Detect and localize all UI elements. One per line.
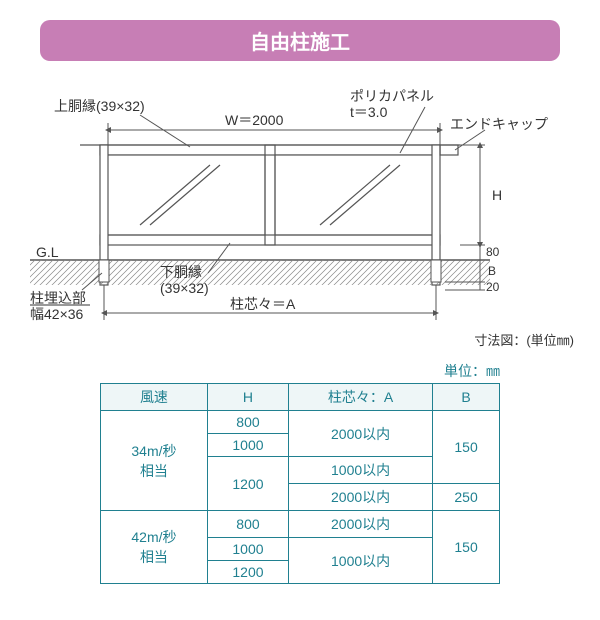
cell-b: 150 <box>433 411 500 484</box>
spec-table-wrap: 単位：㎜ 風速H柱芯々：AB 34m/秒 相当8002000以内15010001… <box>100 361 500 584</box>
table-header: 風速 <box>101 384 208 411</box>
spec-table: 風速H柱芯々：AB 34m/秒 相当8002000以内1501000120010… <box>100 383 500 584</box>
cell-a: 2000以内 <box>289 484 433 511</box>
diagram-caption: 寸法図：(単位㎜) <box>474 330 574 349</box>
cell-b: 150 <box>433 511 500 584</box>
cell-h: 800 <box>207 511 288 538</box>
cell-h: 1000 <box>207 538 288 561</box>
lbl-bottom-rail-dim: (39×32) <box>160 280 209 296</box>
lbl-B: B <box>488 264 496 278</box>
lbl-thickness: t＝3.0 <box>350 104 388 120</box>
cell-h: 1200 <box>207 457 288 511</box>
lbl-embed: 柱埋込部 <box>30 290 86 306</box>
fence-diagram-svg: 上胴縁(39×32) W＝2000 ポリカパネル t＝3.0 エンドキャップ G… <box>30 85 570 345</box>
cell-b: 250 <box>433 484 500 511</box>
cell-a: 2000以内 <box>289 511 433 538</box>
lbl-bottom-rail: 下胴縁 <box>160 264 202 280</box>
dimension-diagram: 上胴縁(39×32) W＝2000 ポリカパネル t＝3.0 エンドキャップ G… <box>30 85 570 345</box>
cell-a: 1000以内 <box>289 538 433 584</box>
lbl-20: 20 <box>486 280 500 294</box>
lbl-center: 柱芯々＝A <box>230 296 296 312</box>
cell-wind: 34m/秒 相当 <box>101 411 208 511</box>
cell-a: 1000以内 <box>289 457 433 484</box>
table-header: B <box>433 384 500 411</box>
table-unit: 単位：㎜ <box>100 361 500 381</box>
cell-h: 1000 <box>207 434 288 457</box>
cell-a: 2000以内 <box>289 411 433 457</box>
lbl-width: W＝2000 <box>225 112 284 128</box>
table-row: 42m/秒 相当8002000以内150 <box>101 511 500 538</box>
section-title: 自由柱施工 <box>40 20 560 61</box>
cell-wind: 42m/秒 相当 <box>101 511 208 584</box>
cell-h: 800 <box>207 411 288 434</box>
table-header: 柱芯々：A <box>289 384 433 411</box>
lbl-h: H <box>492 187 502 203</box>
lbl-embed-dim: 幅42×36 <box>30 306 84 322</box>
lbl-80: 80 <box>486 245 500 259</box>
table-header: H <box>207 384 288 411</box>
lbl-endcap: エンドキャップ <box>450 116 548 132</box>
table-row: 34m/秒 相当8002000以内150 <box>101 411 500 434</box>
lbl-panel: ポリカパネル <box>350 88 434 104</box>
cell-h: 1200 <box>207 561 288 584</box>
lbl-top-rail: 上胴縁(39×32) <box>54 98 145 114</box>
lbl-gl: G.L <box>36 244 59 260</box>
